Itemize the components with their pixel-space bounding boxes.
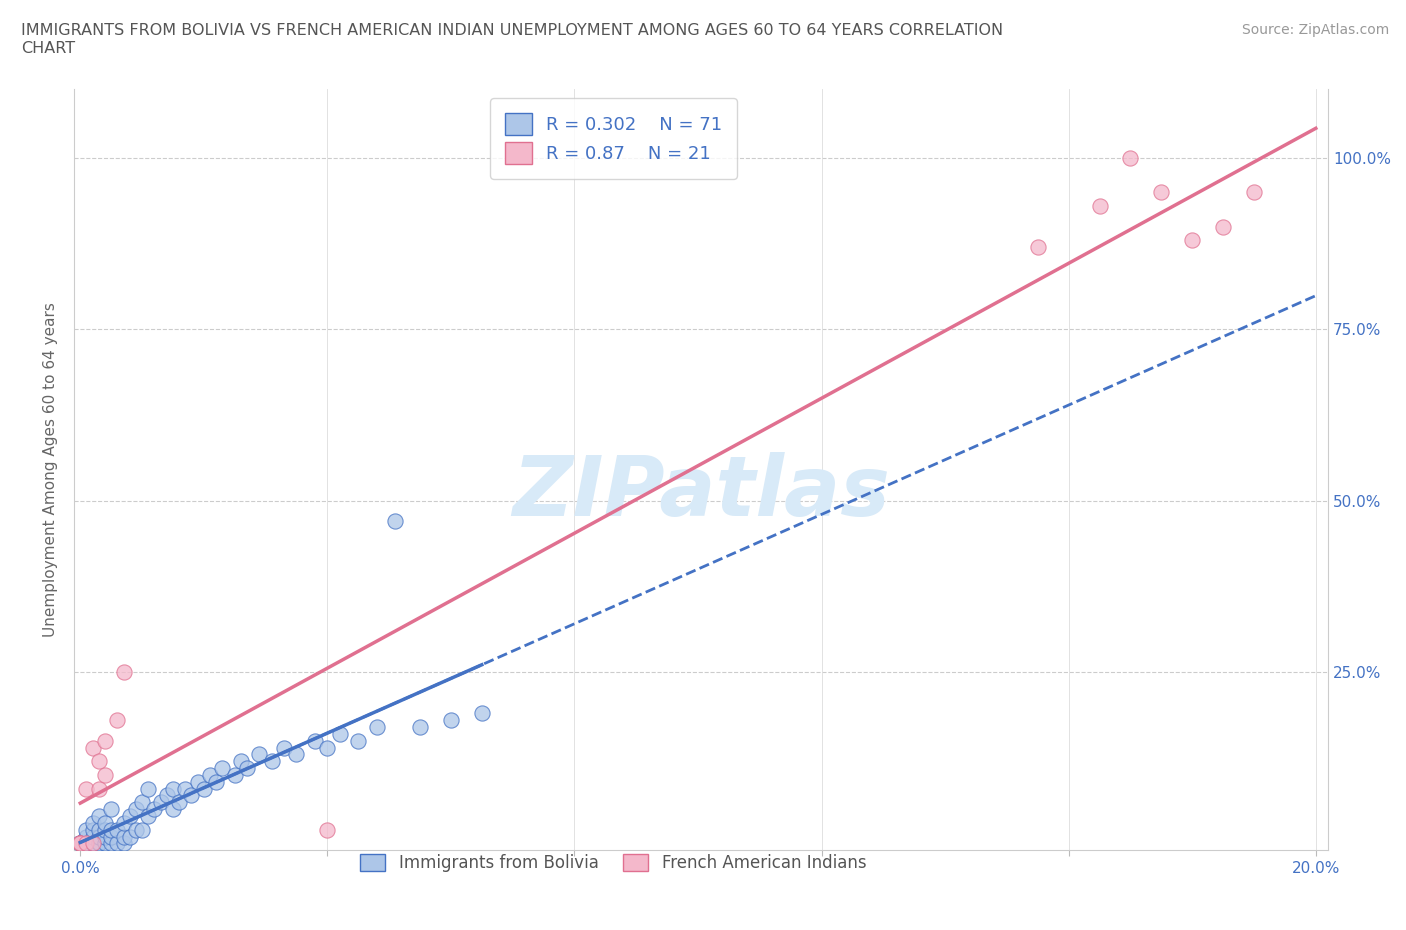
- Point: [94, 830, 117, 844]
- Point: [187, 775, 209, 790]
- Point: [87, 830, 110, 844]
- Point: [304, 733, 326, 748]
- Point: [105, 822, 128, 837]
- Point: [94, 767, 117, 782]
- Point: [131, 795, 153, 810]
- Point: [162, 781, 184, 796]
- Point: [260, 754, 283, 769]
- Point: [143, 802, 166, 817]
- Point: [1119, 151, 1142, 166]
- Point: [198, 767, 221, 782]
- Point: [87, 822, 110, 837]
- Point: [136, 781, 159, 796]
- Point: [82, 822, 104, 837]
- Point: [224, 767, 246, 782]
- Point: [149, 795, 172, 810]
- Point: [1181, 232, 1204, 247]
- Point: [100, 822, 122, 837]
- Point: [229, 754, 252, 769]
- Point: [100, 830, 122, 844]
- Point: [94, 836, 117, 851]
- Point: [316, 740, 339, 755]
- Point: [409, 720, 432, 735]
- Point: [69, 836, 91, 851]
- Point: [69, 836, 91, 851]
- Point: [69, 836, 91, 851]
- Point: [384, 514, 406, 529]
- Point: [87, 836, 110, 851]
- Point: [347, 733, 370, 748]
- Point: [100, 802, 122, 817]
- Point: [94, 733, 117, 748]
- Point: [174, 781, 197, 796]
- Point: [329, 726, 352, 741]
- Point: [69, 836, 91, 851]
- Point: [94, 822, 117, 837]
- Point: [82, 816, 104, 830]
- Point: [205, 775, 228, 790]
- Legend: Immigrants from Bolivia, French American Indians: Immigrants from Bolivia, French American…: [352, 845, 875, 880]
- Point: [69, 836, 91, 851]
- Point: [82, 836, 104, 851]
- Point: [82, 830, 104, 844]
- Point: [471, 706, 494, 721]
- Point: [440, 712, 463, 727]
- Point: [112, 836, 135, 851]
- Point: [87, 836, 110, 851]
- Text: ZIPatlas: ZIPatlas: [512, 452, 890, 533]
- Point: [1026, 240, 1049, 255]
- Point: [94, 816, 117, 830]
- Point: [249, 747, 271, 762]
- Point: [162, 802, 184, 817]
- Point: [75, 836, 97, 851]
- Point: [75, 781, 97, 796]
- Point: [1088, 198, 1111, 213]
- Point: [87, 754, 110, 769]
- Point: [131, 822, 153, 837]
- Point: [112, 665, 135, 680]
- Point: [87, 781, 110, 796]
- Point: [1150, 185, 1173, 200]
- Point: [366, 720, 388, 735]
- Point: [75, 836, 97, 851]
- Point: [82, 836, 104, 851]
- Point: [193, 781, 215, 796]
- Point: [69, 836, 91, 851]
- Point: [125, 802, 148, 817]
- Point: [82, 836, 104, 851]
- Text: Source: ZipAtlas.com: Source: ZipAtlas.com: [1241, 23, 1389, 37]
- Point: [156, 788, 179, 803]
- Point: [273, 740, 295, 755]
- Point: [118, 808, 141, 823]
- Text: IMMIGRANTS FROM BOLIVIA VS FRENCH AMERICAN INDIAN UNEMPLOYMENT AMONG AGES 60 TO : IMMIGRANTS FROM BOLIVIA VS FRENCH AMERIC…: [21, 23, 1004, 56]
- Point: [87, 808, 110, 823]
- Point: [75, 836, 97, 851]
- Point: [112, 830, 135, 844]
- Point: [75, 822, 97, 837]
- Point: [69, 836, 91, 851]
- Point: [118, 830, 141, 844]
- Point: [167, 795, 190, 810]
- Point: [1243, 185, 1265, 200]
- Point: [211, 761, 233, 776]
- Point: [105, 836, 128, 851]
- Point: [136, 808, 159, 823]
- Y-axis label: Unemployment Among Ages 60 to 64 years: Unemployment Among Ages 60 to 64 years: [44, 302, 58, 637]
- Point: [82, 740, 104, 755]
- Point: [125, 822, 148, 837]
- Point: [1212, 219, 1234, 234]
- Point: [236, 761, 259, 776]
- Point: [82, 836, 104, 851]
- Point: [112, 816, 135, 830]
- Point: [69, 836, 91, 851]
- Point: [75, 836, 97, 851]
- Point: [316, 822, 339, 837]
- Point: [285, 747, 308, 762]
- Point: [180, 788, 202, 803]
- Point: [105, 712, 128, 727]
- Point: [75, 830, 97, 844]
- Point: [100, 836, 122, 851]
